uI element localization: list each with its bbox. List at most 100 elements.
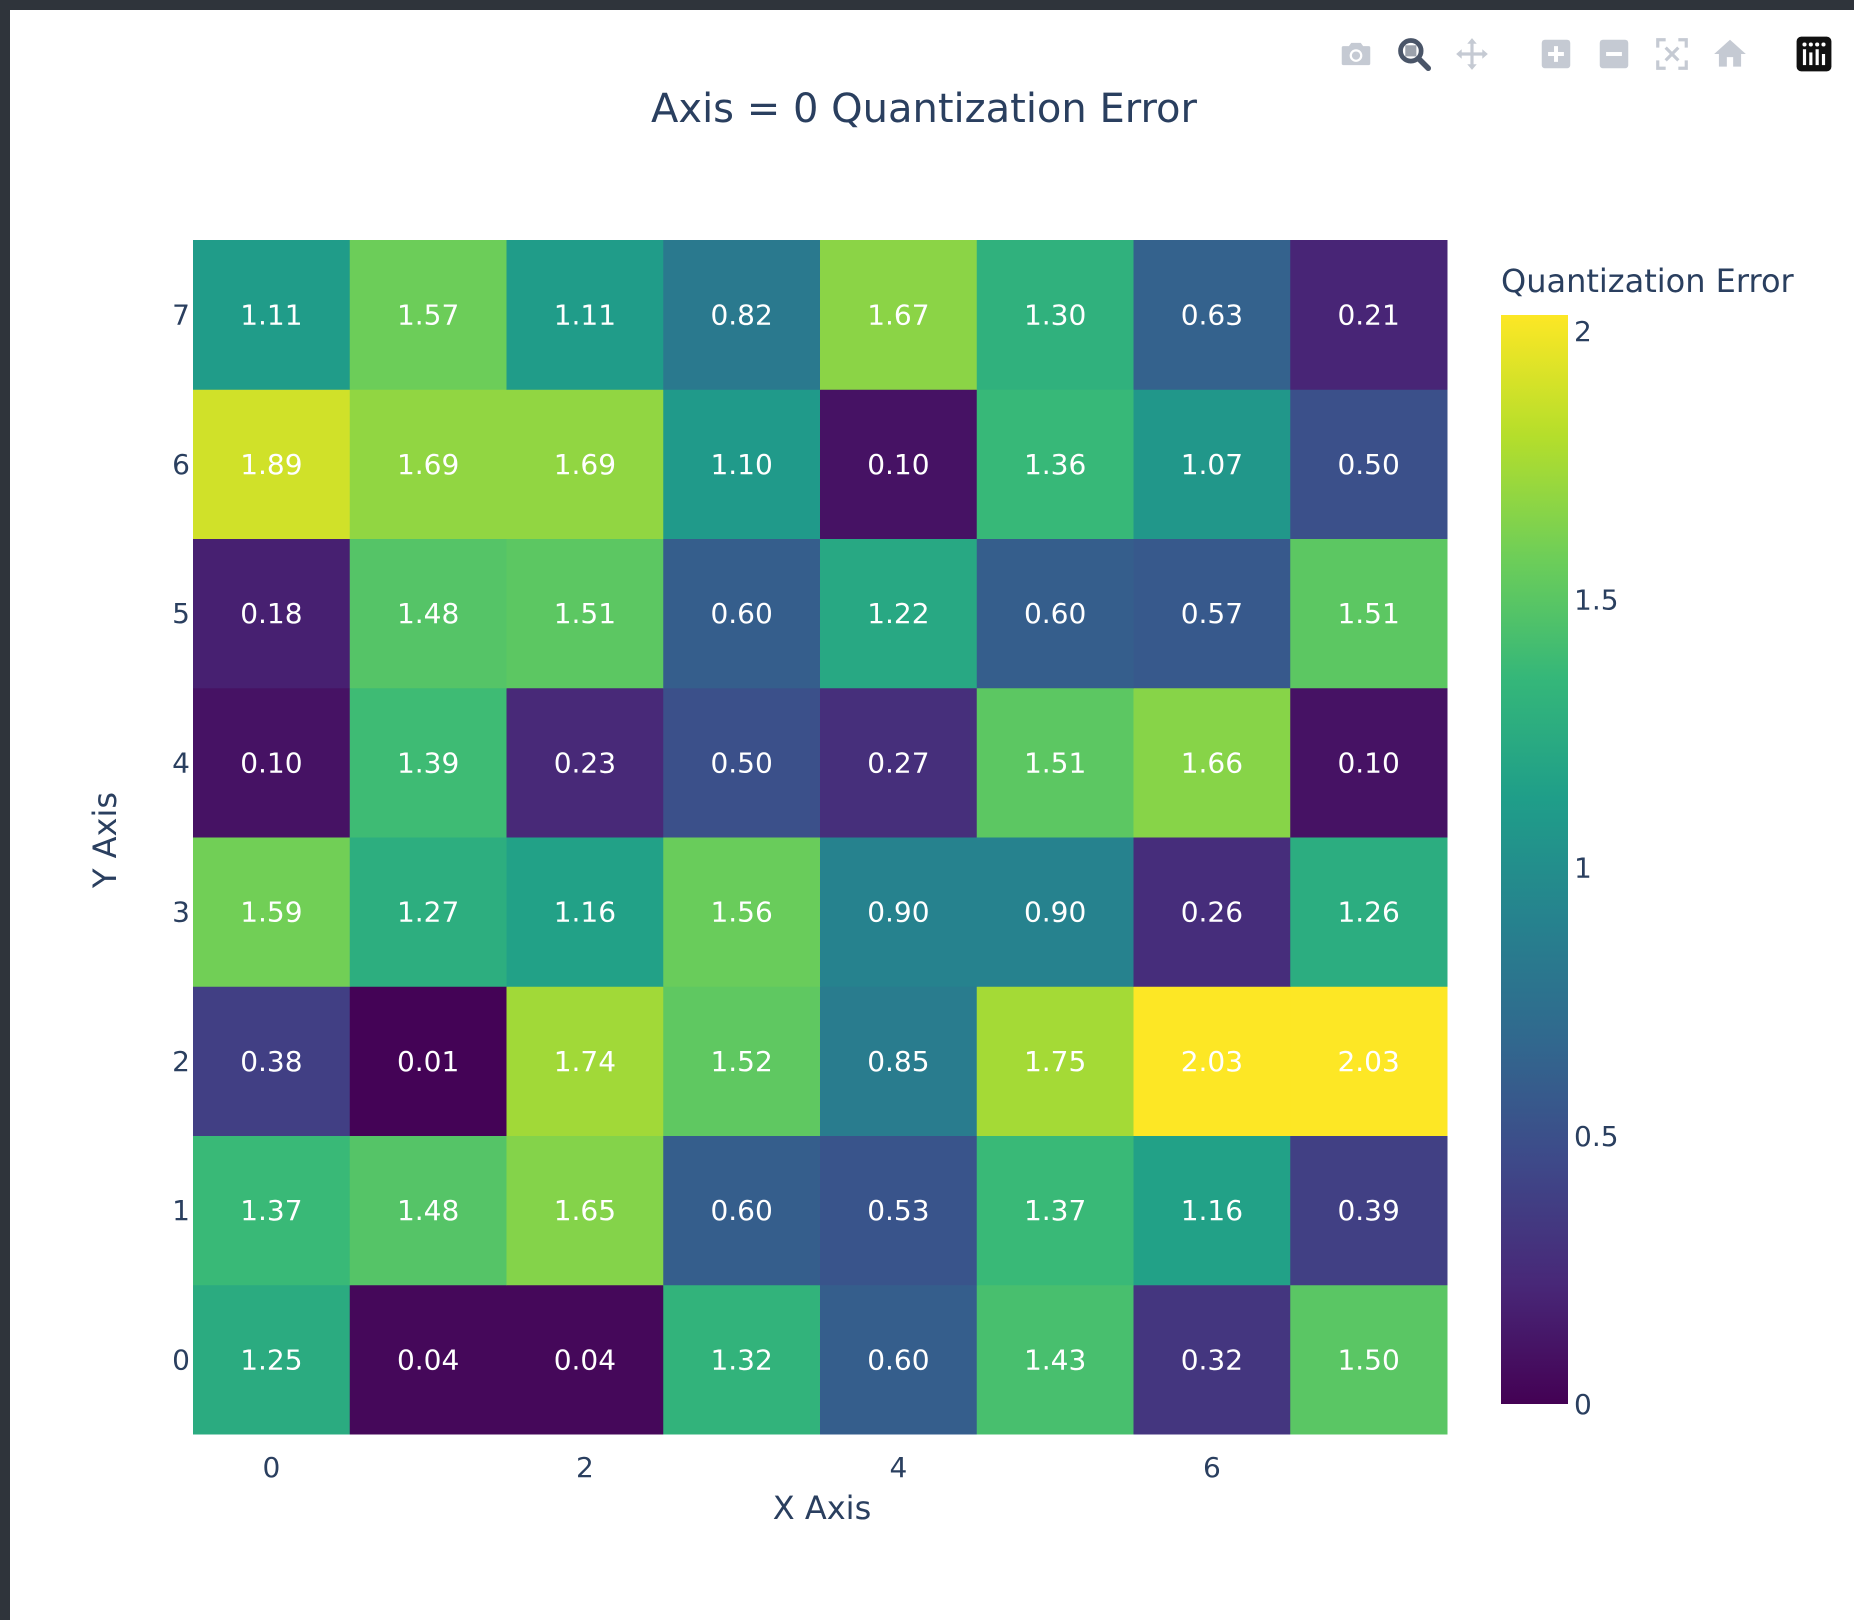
heatmap-cell[interactable]	[976, 538, 1134, 689]
heatmap-cell[interactable]	[506, 1135, 664, 1286]
heatmap-cell[interactable]	[349, 986, 507, 1136]
heatmap-cell[interactable]	[349, 389, 507, 539]
heatmap-cell[interactable]	[663, 1135, 821, 1286]
cell-value-label: 0.50	[1337, 448, 1399, 481]
heatmap-cell[interactable]	[820, 538, 978, 689]
heatmap-cell[interactable]	[663, 389, 821, 539]
camera-button[interactable]	[1334, 32, 1378, 76]
chart-title: Axis = 0 Quantization Error	[651, 86, 1197, 132]
heatmap-cell[interactable]	[193, 986, 351, 1136]
x-tick-label: 2	[576, 1451, 594, 1484]
heatmap-cell[interactable]	[1290, 1284, 1448, 1435]
heatmap-cell[interactable]	[1133, 687, 1291, 838]
heatmap-cell[interactable]	[506, 687, 664, 838]
cell-value-label: 0.10	[1337, 746, 1399, 779]
heatmap-cell[interactable]	[1290, 538, 1448, 689]
heatmap-cell[interactable]	[506, 986, 664, 1136]
heatmap-cell[interactable]	[1133, 1135, 1291, 1286]
cell-value-label: 1.50	[1337, 1343, 1399, 1376]
heatmap-cell[interactable]	[1133, 538, 1291, 689]
cell-value-label: 1.67	[867, 299, 929, 332]
heatmap-cell[interactable]	[1133, 837, 1291, 987]
heatmap-cell[interactable]	[663, 687, 821, 838]
cell-value-label: 0.04	[554, 1343, 616, 1376]
zoom-out-button[interactable]	[1592, 32, 1636, 76]
heatmap-cell[interactable]	[1133, 389, 1291, 539]
heatmap-cell[interactable]	[820, 1284, 978, 1435]
heatmap-cell[interactable]	[976, 389, 1134, 539]
heatmap-cell[interactable]	[193, 538, 351, 689]
heatmap-cell[interactable]	[349, 538, 507, 689]
cell-value-label: 0.04	[397, 1343, 459, 1376]
heatmap-cell[interactable]	[193, 837, 351, 987]
colorbar-tick-label: 1.5	[1574, 583, 1619, 616]
cell-value-label: 1.69	[554, 448, 616, 481]
heatmap-cell[interactable]	[820, 986, 978, 1136]
heatmap-cell[interactable]	[349, 1284, 507, 1435]
heatmap-cell[interactable]	[976, 837, 1134, 987]
heatmap-cell[interactable]	[193, 240, 351, 390]
zoom-out-icon	[1599, 39, 1629, 69]
heatmap-cell[interactable]	[349, 837, 507, 987]
heatmap-cell[interactable]	[1133, 986, 1291, 1136]
cell-value-label: 1.43	[1024, 1343, 1086, 1376]
cell-value-label: 0.60	[710, 1194, 772, 1227]
y-tick-label: 1	[172, 1194, 190, 1227]
heatmap-cell[interactable]	[663, 1284, 821, 1435]
heatmap-cell[interactable]	[820, 1135, 978, 1286]
pan-button[interactable]	[1450, 32, 1494, 76]
heatmap-cell[interactable]	[663, 986, 821, 1136]
heatmap-cell[interactable]	[1290, 1135, 1448, 1286]
cell-value-label: 1.07	[1181, 448, 1243, 481]
heatmap-cell[interactable]	[349, 1135, 507, 1286]
plotly-logo-button[interactable]	[1792, 32, 1836, 76]
heatmap-cell[interactable]	[820, 687, 978, 838]
heatmap-cells: 1.25 0.04 0.04 1.32 0.60 1.43 0.32 1.50 1.37 1.48…	[193, 240, 1448, 1435]
modebar	[1334, 32, 1836, 76]
heatmap-cell[interactable]	[1290, 986, 1448, 1136]
heatmap-cell[interactable]	[1133, 240, 1291, 390]
x-tick-label: 4	[889, 1451, 907, 1484]
y-axis-title: Y Axis	[86, 792, 124, 889]
heatmap-cell[interactable]	[506, 389, 664, 539]
home-button[interactable]	[1708, 32, 1752, 76]
zoom-icon	[1398, 38, 1432, 72]
heatmap-cell[interactable]	[820, 240, 978, 390]
heatmap-cell[interactable]	[193, 1135, 351, 1286]
heatmap-cell[interactable]	[1290, 389, 1448, 539]
zoom-in-button[interactable]	[1534, 32, 1578, 76]
colorbar-tick-label: 0.5	[1574, 1120, 1619, 1153]
heatmap-cell[interactable]	[663, 240, 821, 390]
heatmap-cell[interactable]	[506, 1284, 664, 1435]
heatmap-cell[interactable]	[820, 837, 978, 987]
cell-value-label: 1.74	[554, 1045, 616, 1078]
y-tick-label: 7	[172, 299, 190, 332]
heatmap-cell[interactable]	[976, 1135, 1134, 1286]
heatmap-cell[interactable]	[193, 389, 351, 539]
heatmap-cell[interactable]	[193, 687, 351, 838]
heatmap-cell[interactable]	[349, 687, 507, 838]
heatmap-cell[interactable]	[976, 240, 1134, 390]
cell-value-label: 0.85	[867, 1045, 929, 1078]
heatmap-cell[interactable]	[193, 1284, 351, 1435]
heatmap-cell[interactable]	[506, 538, 664, 689]
heatmap-cell[interactable]	[976, 986, 1134, 1136]
cell-value-label: 0.60	[710, 597, 772, 630]
cell-value-label: 0.21	[1337, 299, 1399, 332]
autoscale-button[interactable]	[1650, 32, 1694, 76]
zoom-button[interactable]	[1392, 32, 1436, 76]
heatmap-cell[interactable]	[349, 240, 507, 390]
heatmap-cell[interactable]	[1133, 1284, 1291, 1435]
heatmap-cell[interactable]	[663, 538, 821, 689]
heatmap-cell[interactable]	[506, 837, 664, 987]
heatmap-cell[interactable]	[820, 389, 978, 539]
cell-value-label: 1.22	[867, 597, 929, 630]
heatmap-cell[interactable]	[663, 837, 821, 987]
heatmap-cell[interactable]	[1290, 240, 1448, 390]
cell-value-label: 1.75	[1024, 1045, 1086, 1078]
heatmap-cell[interactable]	[1290, 837, 1448, 987]
heatmap-cell[interactable]	[1290, 687, 1448, 838]
heatmap-cell[interactable]	[976, 687, 1134, 838]
heatmap-cell[interactable]	[976, 1284, 1134, 1435]
heatmap-cell[interactable]	[506, 240, 664, 390]
